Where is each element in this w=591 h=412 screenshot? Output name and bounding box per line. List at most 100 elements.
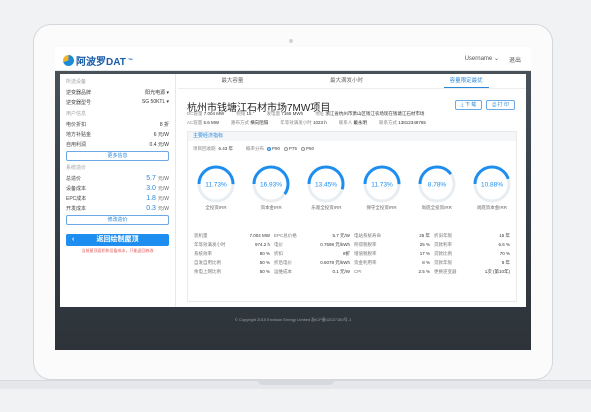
more-info-button[interactable]: 更多信息 — [66, 151, 169, 161]
gauge-label: 全投资IRR — [205, 205, 227, 210]
stats-key: 自发自用比例 — [194, 260, 221, 265]
cost-section-title: 系统造价 — [66, 165, 87, 171]
main-panel: 所选设备 逆变器品牌 阳光电源 ▾ 逆变器型号 SG 50KTL ▾ 用户信息 电价… — [60, 74, 526, 307]
stats-cell: 运维成本 0.1 元/W — [274, 267, 354, 276]
stats-cell: 折后电价 0.6078 元/kWh — [274, 258, 354, 267]
gauge-ring: 8.78% — [418, 165, 456, 203]
radio-option-p75[interactable]: P75 — [284, 146, 297, 151]
stats-cell: CPI 2.5 % — [354, 267, 434, 276]
print-button[interactable]: ⎙ 打 印 — [486, 100, 515, 110]
tab-1[interactable]: 最大满发小时 — [329, 78, 363, 84]
self-use-value: 0.4 元/W — [149, 141, 169, 148]
info-key: 地址 — [315, 111, 325, 116]
inverter-model-value: SG 50KTL — [141, 99, 166, 105]
stats-value: 7.004 MW — [249, 233, 270, 238]
subsidy-value: 6 元/W — [153, 131, 169, 138]
stats-row: 自发自用比例 50 % 折后电价 0.6078 元/kWh 资金利用率 8 % 贷款年限 8 … — [194, 258, 516, 267]
stats-key: 电站系统寿命 — [354, 233, 381, 238]
chevron-left-icon: ‹ — [72, 236, 75, 243]
irr-gauge: 10.88% 尚底资本金IRR — [470, 164, 514, 211]
gauge-value: 16.93% — [260, 182, 282, 189]
project-info-row-1: DC容量 7.004 MW 倾角 15 ° 发电量 7165 MWh 地址 浙江省杭州… — [187, 111, 424, 117]
gauge-ring: 11.73% — [363, 165, 401, 203]
back-to-roof-label: 返回绘制屋顶 — [96, 236, 139, 243]
stats-value: 50 % — [259, 260, 270, 265]
tab-2[interactable]: 容量限定最优 — [443, 74, 489, 88]
info-value: 戴永明 — [352, 120, 368, 125]
gauge-label: 乐观全投资IRR — [311, 205, 342, 210]
stats-key: 余电上网比例 — [194, 269, 221, 274]
back-to-roof-button[interactable]: ‹ 返回绘制屋顶 — [66, 234, 169, 246]
logout-link[interactable]: 退出 — [508, 58, 521, 64]
camera-dot — [289, 39, 293, 43]
stats-value: 17 % — [419, 251, 430, 256]
info-value: 浙江省杭州市萧山区钱江农场现在钱塘江石材市场 — [324, 111, 425, 116]
inverter-model-label: 逆变器型号 — [66, 99, 92, 106]
gauge-arc — [363, 165, 401, 203]
module-brand-row[interactable]: 逆变器品牌 阳光电源 ▾ — [60, 87, 175, 97]
stats-row: 年等效满发小时 974.2 h 电价 0.7598 元/kWh 所得税税率 25 % 贷款利… — [194, 240, 516, 249]
stats-value: 80 % — [259, 251, 270, 256]
edit-cost-button[interactable]: 修改造价 — [66, 215, 169, 225]
stats-table: 装机量 7.004 MW EPC总价格 5.7 元/W 电站系统寿命 25 年折旧年限 15… — [194, 231, 516, 276]
info-value: 13812348765 — [397, 120, 426, 125]
user-box: Username ⌄ 退出 — [465, 55, 521, 64]
stats-row: 余电上网比例 50 % 运维成本 0.1 元/W CPI 2.5 % 更换逆变器 1次 (第1… — [194, 267, 516, 276]
info-value: 横向阻隔 — [249, 120, 269, 125]
stats-key: 电价 — [274, 242, 283, 247]
username-menu[interactable]: Username ⌄ — [465, 55, 499, 64]
radio-option-p50[interactable]: P50 — [301, 146, 314, 151]
laptop-notch — [258, 380, 334, 385]
chevron-down-icon: ⌄ — [493, 56, 499, 62]
info2-item: 路布方式 横向阻隔 — [231, 120, 268, 125]
info-value: 5.6 MW — [202, 120, 220, 125]
tab-0[interactable]: 最大容量 — [221, 78, 244, 84]
info-value: 15 ° — [245, 111, 255, 116]
stats-value: 8 % — [422, 260, 430, 265]
gauge-value: 8.78% — [428, 182, 447, 189]
info-value: 7165 MWh — [280, 111, 304, 116]
stats-row: 装机量 7.004 MW EPC总价格 5.7 元/W 电站系统寿命 25 年折旧年限 15… — [194, 231, 516, 240]
info-key: 路布方式 — [231, 120, 250, 125]
stats-key: 贷款利率 — [434, 242, 452, 247]
info2-item: 联系人 戴永明 — [339, 120, 367, 125]
print-icon: ⎙ — [492, 102, 497, 108]
equip-cost-unit: 元/W — [157, 185, 169, 192]
gauge-arc — [307, 165, 345, 203]
subsidy-label: 地方补贴金 — [66, 131, 92, 138]
content-area: 最大容量 最大满发小时 容量限定最优 杭州市钱塘江石材市场7MW项目 ⤓ 下 载 ⎙… — [178, 74, 526, 307]
trademark: ™ — [127, 57, 133, 64]
inverter-model-row[interactable]: 逆变器型号 SG 50KTL ▾ — [60, 97, 175, 107]
download-button[interactable]: ⤓ 下 载 — [455, 100, 483, 110]
radio-icon — [301, 146, 306, 151]
stats-cell: 折旧年限 15 年 — [434, 231, 514, 240]
epc-cost-value: 1.8 — [146, 194, 156, 202]
stats-value: 5.7 元/W — [332, 233, 350, 238]
stats-cell: 更换逆变器 1次 (第10年) — [434, 267, 514, 276]
info2-item: 联系方式 13812348765 — [379, 120, 426, 125]
stats-value: 974.2 h — [254, 242, 270, 247]
dev-cost-unit: 元/W — [157, 205, 169, 212]
inverter-model-select[interactable]: SG 50KTL ▾ — [141, 99, 169, 105]
logo[interactable]: 阿波罗DAT ™ — [63, 53, 133, 68]
radio-option-p90[interactable]: P90 — [267, 146, 280, 151]
info-key: AC容量 — [187, 120, 203, 125]
stats-value: 1次 (第10年) — [484, 269, 510, 274]
total-cost-value: 5.7 — [146, 174, 156, 182]
info-key: 发电量 — [266, 111, 281, 116]
print-label: 打 印 — [497, 102, 509, 108]
dev-cost-value: 0.3 — [146, 204, 156, 212]
stats-cell: 折扣 8折 — [274, 249, 354, 258]
module-brand-select[interactable]: 阳光电源 ▾ — [145, 89, 169, 96]
gauge-label: 尚底资本金IRR — [476, 205, 508, 210]
stats-value: 0.6078 元/kWh — [320, 260, 350, 265]
self-use-row: 自用利润 0.4 元/W — [60, 139, 175, 149]
gauge-arc — [473, 165, 511, 203]
gauge-ring: 10.88% — [473, 165, 511, 203]
gauge-label: 资本金IRR — [260, 205, 282, 210]
stats-value: 15 年 — [499, 233, 510, 238]
dev-cost-row: 开发成本 0.3 元/W — [60, 203, 175, 213]
info2-item: 年等效满发小时 1023 h — [280, 120, 327, 125]
stats-cell: 自发自用比例 50 % — [194, 258, 274, 267]
stats-key: 折后电价 — [274, 260, 292, 265]
